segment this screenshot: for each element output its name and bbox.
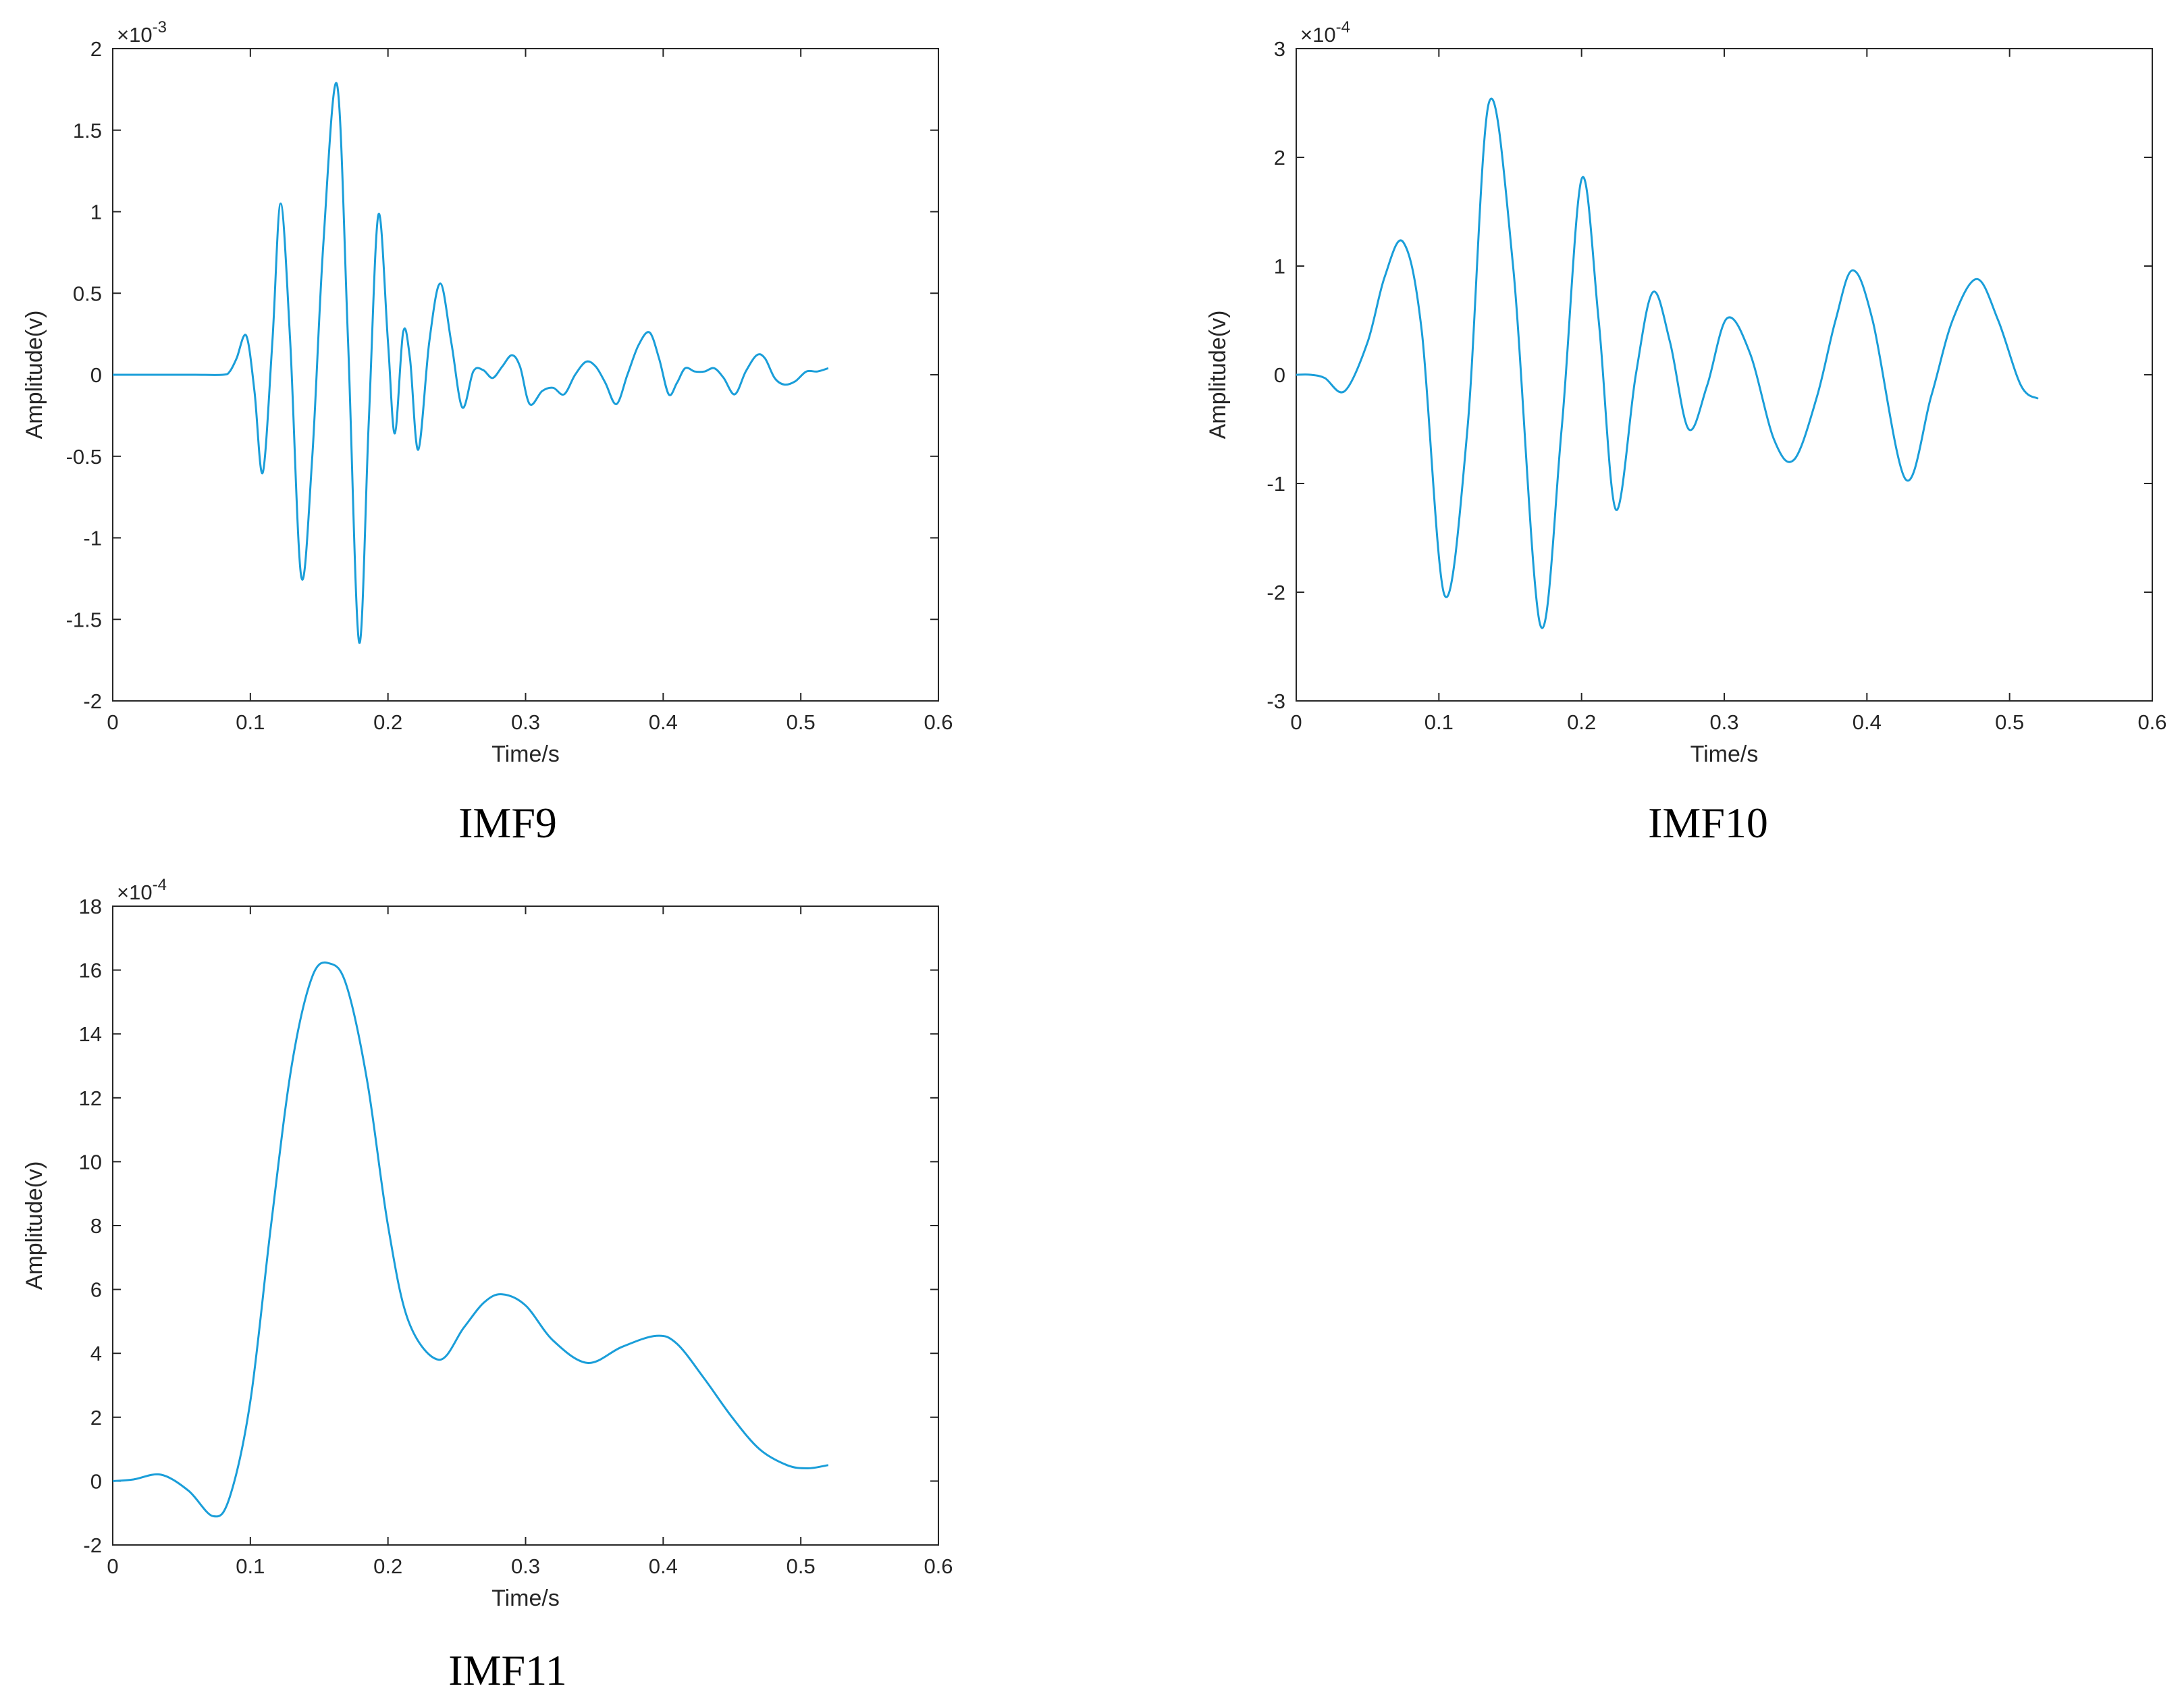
y-tick-label: 6 <box>90 1278 102 1302</box>
x-tick-label: 0.2 <box>373 1554 402 1578</box>
x-tick-label: 0.1 <box>236 1554 265 1578</box>
y-tick-label: 3 <box>1274 37 1285 61</box>
y-exponent-power: -3 <box>153 18 167 36</box>
x-tick-label: 0.5 <box>787 710 816 734</box>
y-tick-label: 4 <box>90 1342 102 1365</box>
x-axis-label: Time/s <box>1690 741 1759 767</box>
y-axis-label: Amplitude(v) <box>1205 311 1231 440</box>
y-axis-label: Amplitude(v) <box>22 1161 47 1290</box>
y-exponent-power: -4 <box>1336 18 1350 36</box>
y-tick-label: 0 <box>1274 363 1285 387</box>
y-tick-label: 0 <box>90 363 102 387</box>
x-tick-label: 0.4 <box>649 710 678 734</box>
y-tick-label: 2 <box>1274 146 1285 169</box>
x-tick-label: 0.2 <box>373 710 402 734</box>
y-tick-label: -1 <box>83 527 102 550</box>
y-tick-label: -1 <box>1267 472 1285 496</box>
y-tick-label: 18 <box>79 895 102 918</box>
x-tick-label: 0 <box>107 710 118 734</box>
x-tick-label: 0 <box>107 1554 118 1578</box>
panel-caption: IMF9 <box>458 799 557 847</box>
y-tick-label: -0.5 <box>66 445 102 469</box>
x-tick-label: 0.5 <box>1995 710 2024 734</box>
y-axis-label: Amplitude(v) <box>22 311 47 440</box>
y-tick-label: 10 <box>79 1150 102 1174</box>
y-tick-label: 8 <box>90 1214 102 1238</box>
y-tick-label: -1.5 <box>66 608 102 631</box>
y-exponent-base: ×10 <box>117 881 153 904</box>
y-exponent-base: ×10 <box>117 23 153 47</box>
y-tick-label: -2 <box>83 1533 102 1557</box>
x-tick-label: 0.3 <box>511 710 540 734</box>
x-axis-label: Time/s <box>491 1585 560 1611</box>
y-tick-label: 2 <box>90 37 102 61</box>
y-exponent-label: ×10-4 <box>117 876 167 904</box>
series-line-imf11 <box>112 961 829 1518</box>
x-tick-label: 0.3 <box>511 1554 540 1578</box>
x-tick-label: 0.5 <box>787 1554 816 1578</box>
y-tick-label: 0.5 <box>73 282 102 305</box>
series-line-imf9 <box>113 82 829 644</box>
y-tick-label: -3 <box>1267 689 1285 713</box>
x-tick-label: 0 <box>1290 710 1302 734</box>
chart-panel-imf11: 0 0.1 0.2 0.3 0.4 0.5 0.6181614121086420-2×10-… <box>22 876 953 1694</box>
y-tick-label: -2 <box>83 689 102 713</box>
x-tick-label: 0.6 <box>2137 710 2166 734</box>
y-tick-label: 2 <box>90 1406 102 1429</box>
y-exponent-label: ×10-3 <box>117 18 167 47</box>
y-tick-label: 16 <box>79 959 102 982</box>
y-tick-label: 0 <box>90 1469 102 1493</box>
x-axis-label: Time/s <box>491 741 560 767</box>
x-tick-label: 0.4 <box>649 1554 678 1578</box>
plot-area-frame <box>112 48 939 702</box>
x-tick-label: 0.1 <box>1424 710 1454 734</box>
chart-panel-imf10: 0 0.1 0.2 0.3 0.4 0.5 0.6 3 2 1 0 -1 -2 -3 ×10-4 Time/s… <box>1205 18 2167 847</box>
y-exponent-power: -4 <box>153 876 167 894</box>
x-tick-label: 0.2 <box>1567 710 1596 734</box>
y-exponent-base: ×10 <box>1300 23 1336 47</box>
y-tick-label: 1.5 <box>73 119 102 142</box>
y-tick-label: 12 <box>79 1086 102 1110</box>
x-tick-label: 0.4 <box>1853 710 1882 734</box>
chart-panel-imf9: 0 0.1 0.2 0.3 0.4 0.5 0.6 2 1.5 1 0.5 0 -0.5 -1 -1.5 -2… <box>22 18 953 847</box>
plot-area-frame <box>112 906 939 1546</box>
y-exponent-label: ×10-4 <box>1300 18 1350 47</box>
x-tick-label: 0.1 <box>236 710 265 734</box>
y-tick-label: -2 <box>1267 581 1285 604</box>
y-tick-label: 14 <box>79 1022 102 1046</box>
y-tick-label: 1 <box>90 201 102 224</box>
y-tick-label: 1 <box>1274 255 1285 278</box>
panel-caption: IMF11 <box>448 1646 566 1694</box>
x-tick-label: 0.6 <box>924 1554 953 1578</box>
x-tick-label: 0.6 <box>924 710 953 734</box>
series-line-imf10 <box>1296 97 2039 629</box>
x-tick-label: 0.3 <box>1709 710 1738 734</box>
panel-caption: IMF10 <box>1648 799 1768 847</box>
